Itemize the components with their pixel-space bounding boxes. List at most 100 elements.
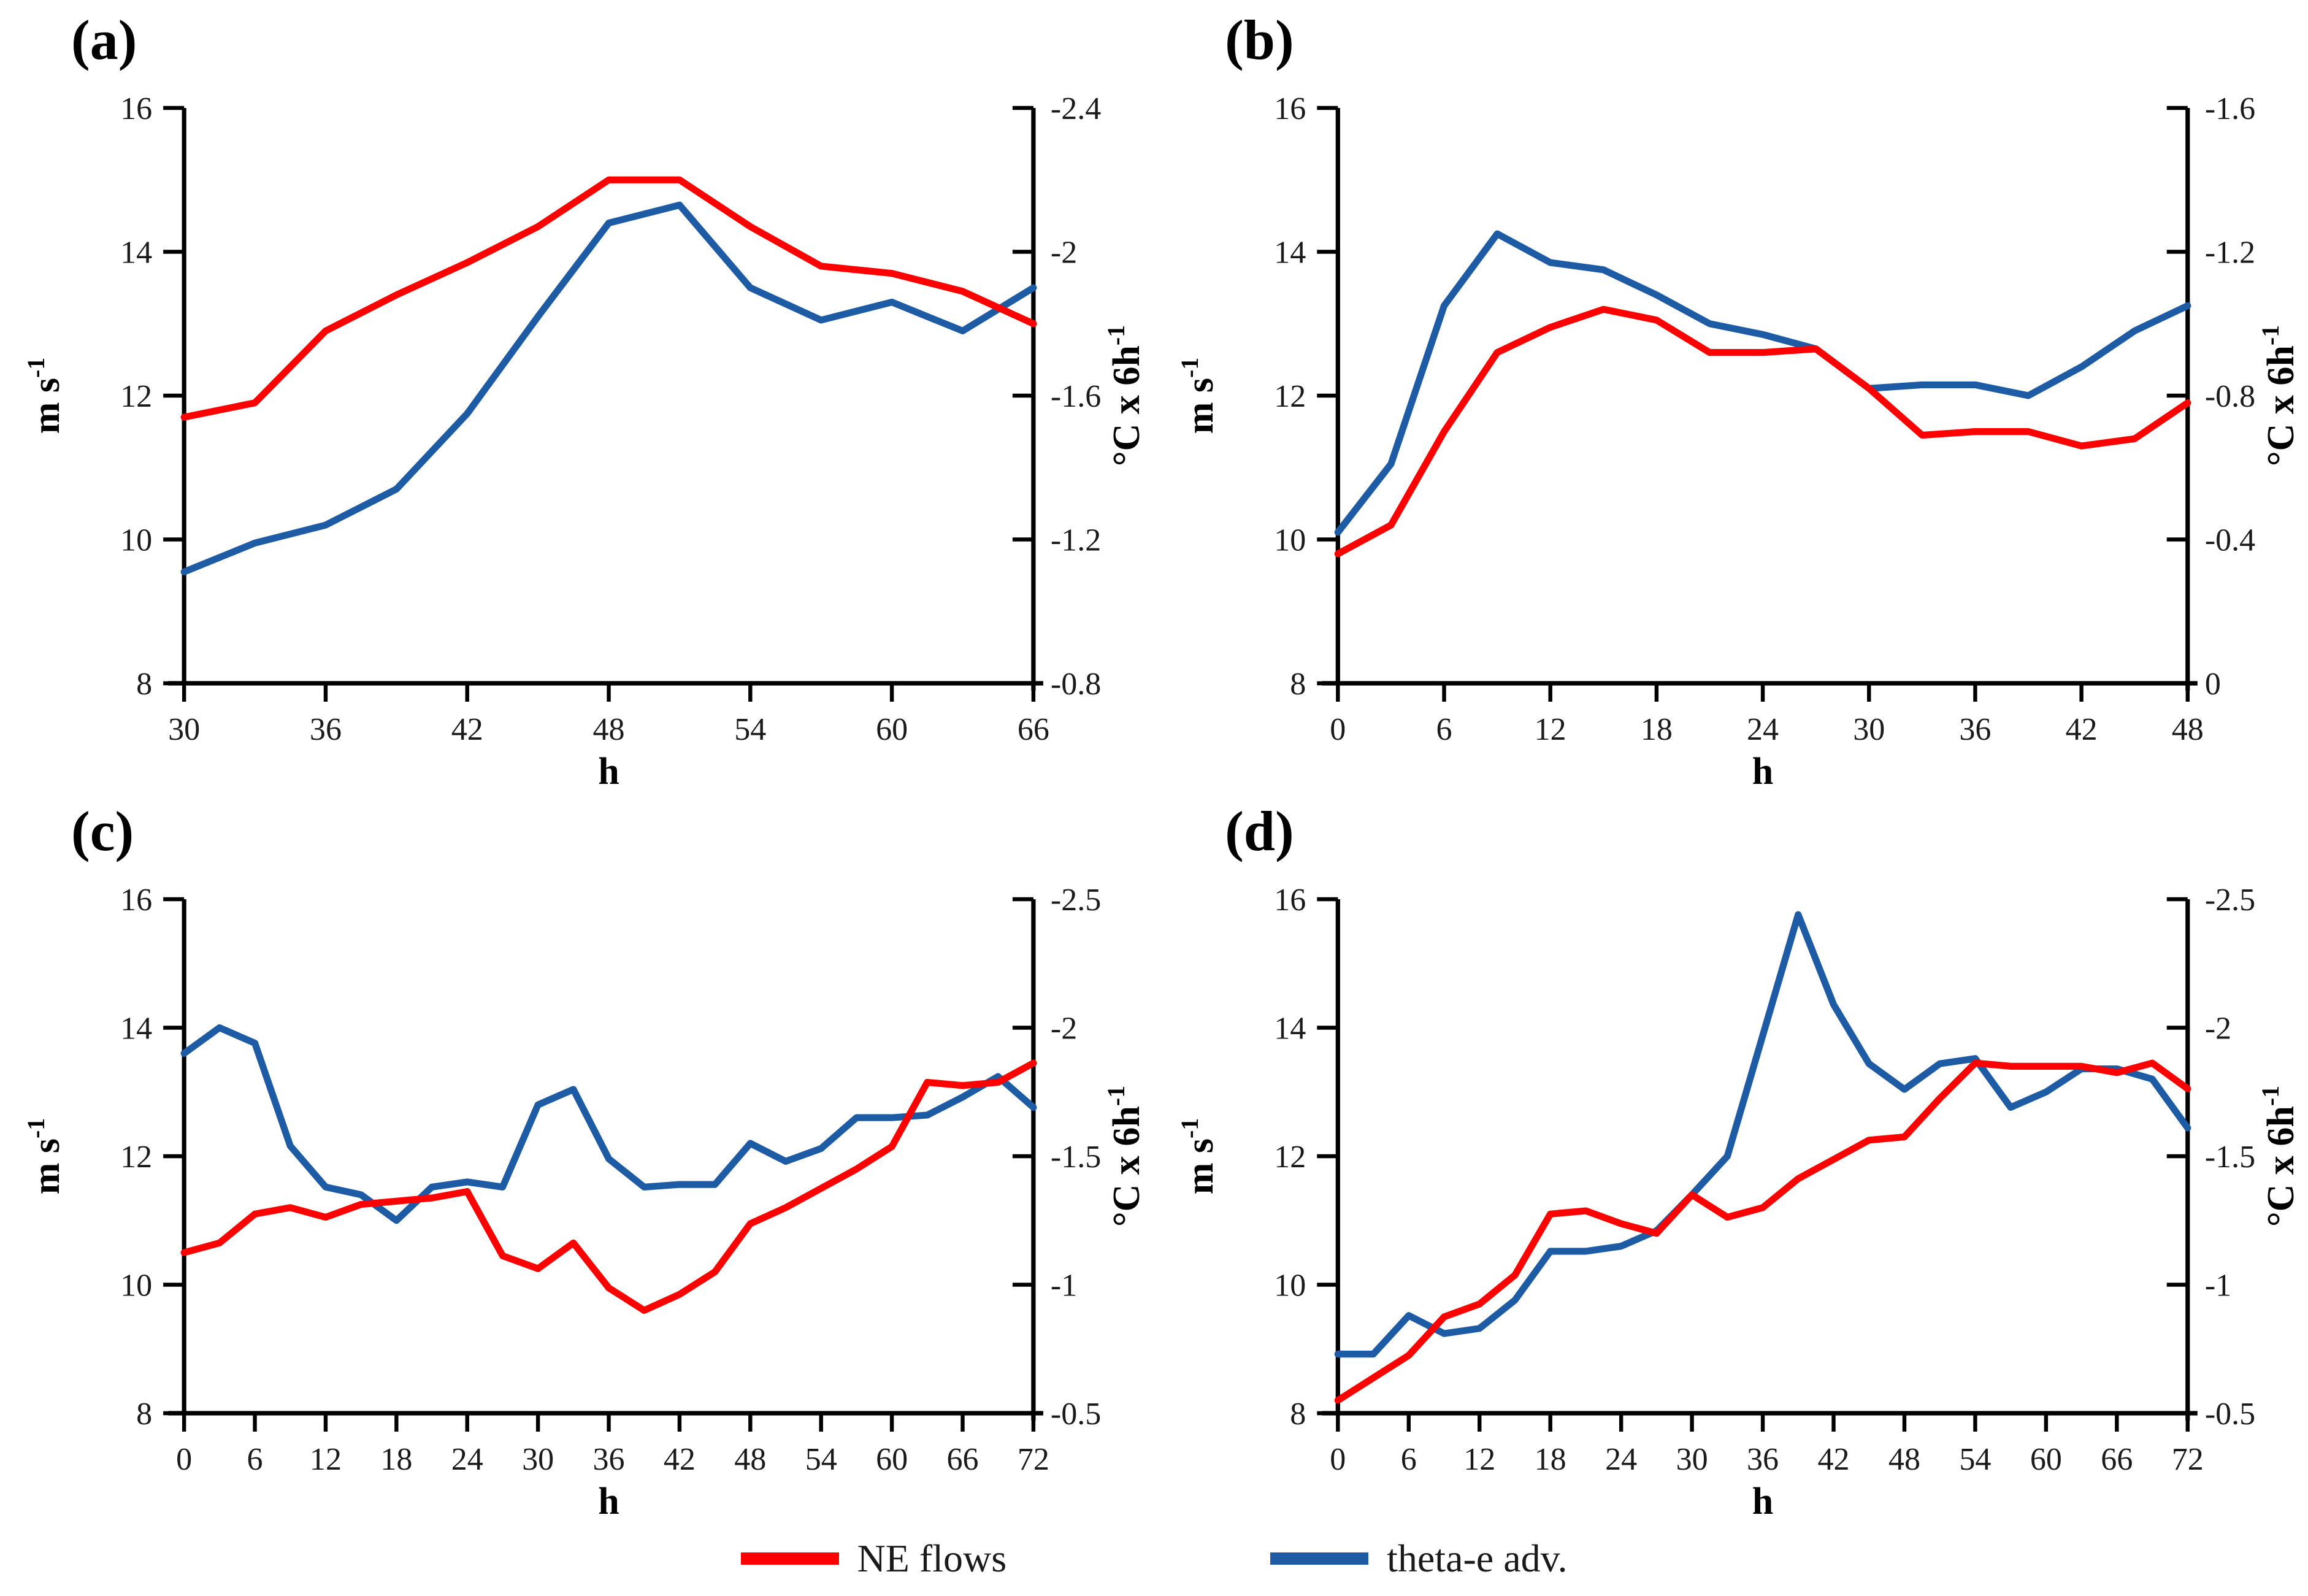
panel-c-series-ne-flows (180, 1059, 1037, 1314)
left-tick-label: 16 (120, 91, 152, 126)
left-tick-label: 10 (1274, 1268, 1306, 1303)
right-tick-label: -1.2 (2205, 236, 2255, 270)
left-tick-label: 10 (120, 523, 152, 558)
left-tick-label: 16 (1274, 91, 1306, 126)
right-tick-label: 0 (2205, 667, 2221, 702)
left-tick-label: 12 (1274, 1140, 1306, 1175)
legend-item-ne-flows: NE flows (740, 1537, 1007, 1580)
x-tick-label: 24 (1747, 712, 1779, 747)
x-tick-label: 18 (380, 1442, 412, 1477)
x-tick-label: 24 (1605, 1442, 1637, 1477)
right-tick-label: -2.4 (1051, 91, 1101, 126)
x-tick-label: 60 (2030, 1442, 2062, 1477)
right-tick-label: -1 (2205, 1268, 2231, 1303)
panel-d-left-axis-title: m s-1 (1176, 1118, 1221, 1195)
panel-d: (d) 8 10 12 14 16 -2.5 -2 -1.5 -1 -0.5 0 6 12 18 24 30 36… (1154, 791, 2308, 1521)
x-tick-label: 36 (1959, 712, 1991, 747)
panel-d-chart: (d) 8 10 12 14 16 -2.5 -2 -1.5 -1 -0.5 0 6 12 18 24 30 36… (1176, 800, 2302, 1521)
right-tick-label: -1.5 (2205, 1140, 2255, 1175)
x-tick-label: 6 (1436, 712, 1452, 747)
x-tick-label: 6 (1401, 1442, 1417, 1477)
left-tick-label: 8 (1290, 1397, 1306, 1432)
panel-a-chart: (a) 8 10 12 14 16 -2.4 -2 -1.6 -1.2 -0.8 30 36 42 48 54… (22, 9, 1148, 791)
x-tick-label: 48 (2172, 712, 2204, 747)
right-tick-label: -1 (1051, 1268, 1077, 1303)
left-tick-label: 14 (120, 1011, 152, 1046)
x-tick-label: 6 (247, 1442, 263, 1477)
x-tick-label: 54 (734, 712, 766, 747)
legend-item-theta-e-adv: theta-e adv. (1270, 1539, 1567, 1578)
panel-a-series-ne-flows (180, 176, 1037, 421)
x-tick-label: 30 (168, 712, 200, 747)
right-tick-label: -0.4 (2205, 523, 2255, 558)
legend-label-ne-flows: NE flows (857, 1537, 1007, 1580)
left-tick-label: 8 (136, 667, 152, 702)
panel-d-letter: (d) (1225, 800, 1294, 862)
panel-b: (b) 8 10 12 14 16 -1.6 -1.2 -0.8 -0.4 0 0 6 12 18 24 30 3… (1154, 0, 2308, 791)
right-tick-label: -1.6 (1051, 379, 1101, 414)
x-tick-label: 42 (451, 712, 483, 747)
x-tick-label: 54 (805, 1442, 837, 1477)
panel-d-x-axis-title: h (1752, 1481, 1774, 1521)
panel-d-series-ne-flows (1334, 1059, 2191, 1404)
x-tick-label: 18 (1641, 712, 1673, 747)
left-tick-label: 14 (1274, 236, 1306, 270)
panel-d-series-theta-e-adv (1334, 911, 2191, 1358)
left-tick-label: 8 (136, 1397, 152, 1432)
right-tick-label: -2 (2205, 1011, 2231, 1046)
right-tick-label: -2.5 (1051, 883, 1101, 918)
right-tick-label: -1.5 (1051, 1140, 1101, 1175)
legend-label-theta-e-adv: theta-e adv. (1387, 1537, 1568, 1580)
panel-c-letter: (c) (71, 800, 134, 862)
panel-b-chart: (b) 8 10 12 14 16 -1.6 -1.2 -0.8 -0.4 0 0 6 12 18 24 30 3… (1176, 9, 2302, 791)
x-tick-label: 66 (946, 1442, 978, 1477)
right-tick-label: -2.5 (2205, 883, 2255, 918)
panel-b-right-axis-title: °C x 6h-1 (2256, 325, 2302, 466)
x-tick-label: 18 (1535, 1442, 1566, 1477)
x-tick-label: 42 (2066, 712, 2098, 747)
panel-a-left-axis-title: m s-1 (22, 358, 67, 434)
x-tick-label: 72 (1018, 1442, 1049, 1477)
panel-a-series-theta-e-adv (180, 201, 1037, 575)
panel-a: (a) 8 10 12 14 16 -2.4 -2 -1.6 -1.2 -0.8 30 36 42 48 54… (0, 0, 1154, 791)
x-tick-label: 66 (1018, 712, 1049, 747)
left-tick-label: 16 (120, 883, 152, 918)
x-tick-label: 0 (1330, 1442, 1346, 1477)
theta-e-adv-line-swatch (1270, 1552, 1369, 1565)
right-tick-label: -0.8 (2205, 379, 2255, 414)
x-tick-label: 0 (1330, 712, 1346, 747)
panel-a-x-axis-title: h (598, 751, 619, 791)
left-tick-label: 10 (1274, 523, 1306, 558)
x-tick-label: 30 (1676, 1442, 1708, 1477)
right-tick-label: -1.6 (2205, 91, 2255, 126)
panel-b-x-axis-title: h (1752, 751, 1774, 791)
panel-c: (c) 8 10 12 14 16 -2.5 -2 -1.5 -1 -0.5 0 6 12 18 24 30 36… (0, 791, 1154, 1521)
x-tick-label: 66 (2101, 1442, 2133, 1477)
panel-b-letter: (b) (1225, 9, 1294, 71)
left-tick-label: 16 (1274, 883, 1306, 918)
left-tick-label: 12 (120, 379, 152, 414)
left-tick-label: 14 (1274, 1011, 1306, 1046)
right-tick-label: -2 (1051, 236, 1077, 270)
x-tick-label: 30 (1853, 712, 1885, 747)
x-tick-label: 54 (1959, 1442, 1991, 1477)
x-tick-label: 42 (1817, 1442, 1849, 1477)
x-tick-label: 48 (1888, 1442, 1920, 1477)
x-tick-label: 72 (2172, 1442, 2204, 1477)
legend: NE flows theta-e adv. (0, 1521, 2308, 1596)
right-tick-label: -1.2 (1051, 523, 1101, 558)
x-tick-label: 12 (310, 1442, 342, 1477)
left-tick-label: 10 (120, 1268, 152, 1303)
ne-flows-line-swatch (740, 1552, 839, 1565)
panel-d-right-axis-title: °C x 6h-1 (2256, 1086, 2302, 1227)
right-tick-label: -0.5 (1051, 1397, 1101, 1432)
panel-a-letter: (a) (71, 9, 137, 71)
left-tick-label: 12 (1274, 379, 1306, 414)
left-tick-label: 14 (120, 236, 152, 270)
right-tick-label: -2 (1051, 1011, 1077, 1046)
x-tick-label: 24 (451, 1442, 483, 1477)
panel-b-left-axis-title: m s-1 (1176, 358, 1221, 434)
x-tick-label: 12 (1535, 712, 1566, 747)
left-tick-label: 8 (1290, 667, 1306, 702)
x-tick-label: 30 (522, 1442, 554, 1477)
